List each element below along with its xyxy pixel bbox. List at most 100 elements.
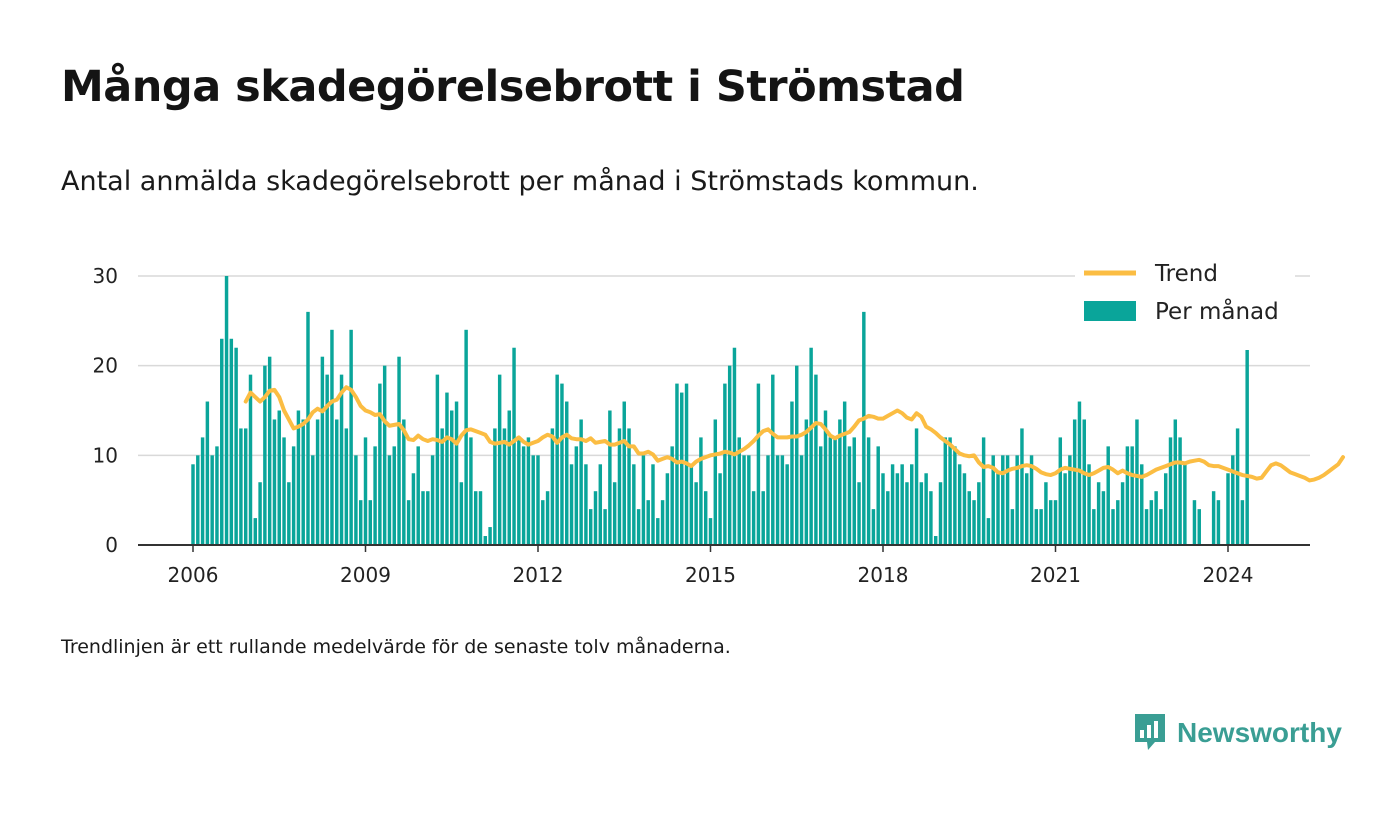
bar — [852, 437, 856, 545]
x-tick-label: 2006 — [168, 563, 219, 587]
bar — [1044, 482, 1048, 545]
bar — [857, 482, 861, 545]
bar — [205, 401, 210, 545]
bar — [905, 482, 909, 545]
bar — [991, 455, 995, 545]
bar — [478, 491, 483, 545]
bar — [842, 401, 847, 545]
bar — [253, 518, 258, 545]
bar — [828, 437, 833, 545]
bar — [416, 446, 420, 545]
bar — [938, 482, 943, 545]
bar — [929, 491, 933, 545]
bar — [1020, 428, 1024, 545]
bar — [775, 455, 780, 545]
bar — [426, 491, 430, 545]
bar — [1163, 473, 1168, 545]
bar — [737, 437, 741, 545]
bar — [751, 491, 756, 545]
bar — [488, 527, 492, 545]
bar — [1130, 446, 1134, 545]
bar — [876, 446, 880, 545]
bar — [402, 419, 406, 545]
bar — [780, 455, 785, 545]
bar — [526, 437, 531, 545]
bar — [895, 473, 900, 545]
bar — [756, 383, 761, 545]
bar — [636, 509, 641, 545]
bar — [1015, 455, 1019, 545]
footnote: Trendlinjen är ett rullande medelvärde f… — [61, 636, 731, 658]
bar — [1211, 491, 1216, 545]
bar — [210, 455, 214, 545]
bar — [267, 356, 272, 545]
bar — [703, 491, 708, 545]
bar — [871, 509, 876, 545]
bar — [627, 428, 631, 545]
bar — [766, 455, 770, 545]
bar — [584, 464, 588, 545]
x-tick-label: 2018 — [858, 563, 909, 587]
bar — [502, 428, 507, 545]
bar — [612, 482, 617, 545]
bar — [1048, 500, 1053, 545]
bar — [368, 500, 373, 545]
bar — [248, 374, 253, 545]
bar — [473, 491, 478, 545]
bar — [833, 437, 837, 545]
bar — [243, 428, 248, 545]
bar — [440, 428, 444, 545]
bar — [689, 464, 694, 545]
bar — [1101, 491, 1106, 545]
bar — [517, 437, 521, 545]
y-tick-label: 30 — [93, 264, 118, 288]
bar — [1245, 347, 1249, 545]
bar — [291, 446, 296, 545]
bar — [727, 365, 732, 545]
bar — [881, 473, 885, 545]
bar — [1135, 419, 1139, 545]
legend-label-per-month: Per månad — [1155, 297, 1279, 325]
bar — [823, 410, 828, 545]
bar — [665, 473, 670, 545]
bar — [483, 536, 488, 545]
bar — [344, 428, 349, 545]
bar — [761, 491, 765, 545]
bar — [335, 419, 339, 545]
bar — [1159, 509, 1163, 545]
bar — [1077, 401, 1082, 545]
bar — [1072, 419, 1077, 545]
bar — [972, 500, 976, 545]
bar — [608, 410, 612, 545]
bar — [459, 482, 464, 545]
bar — [890, 464, 895, 545]
bar — [996, 473, 1000, 545]
bar — [957, 464, 962, 545]
bar — [919, 482, 924, 545]
bar — [1111, 509, 1115, 545]
bar — [378, 383, 382, 545]
bar — [660, 500, 665, 545]
bar — [315, 419, 320, 545]
bar — [565, 401, 569, 545]
bar — [229, 338, 234, 545]
bar — [287, 482, 291, 545]
bar — [799, 455, 804, 545]
y-tick-label: 20 — [93, 354, 118, 378]
bar — [239, 428, 243, 545]
trend-line — [243, 385, 1345, 483]
bar — [1240, 500, 1245, 545]
bar — [1087, 464, 1091, 545]
legend-bar-swatch — [1084, 301, 1136, 321]
bar — [560, 383, 564, 545]
x-tick-label: 2009 — [340, 563, 391, 587]
bar — [933, 536, 938, 545]
bar — [914, 428, 919, 545]
brand-name: Newsworthy — [1177, 717, 1342, 748]
bar — [397, 356, 401, 545]
bar — [771, 374, 775, 545]
newsworthy-logo-icon — [1135, 714, 1165, 750]
bar — [603, 509, 607, 545]
bar — [1216, 500, 1221, 545]
bar — [651, 464, 655, 545]
